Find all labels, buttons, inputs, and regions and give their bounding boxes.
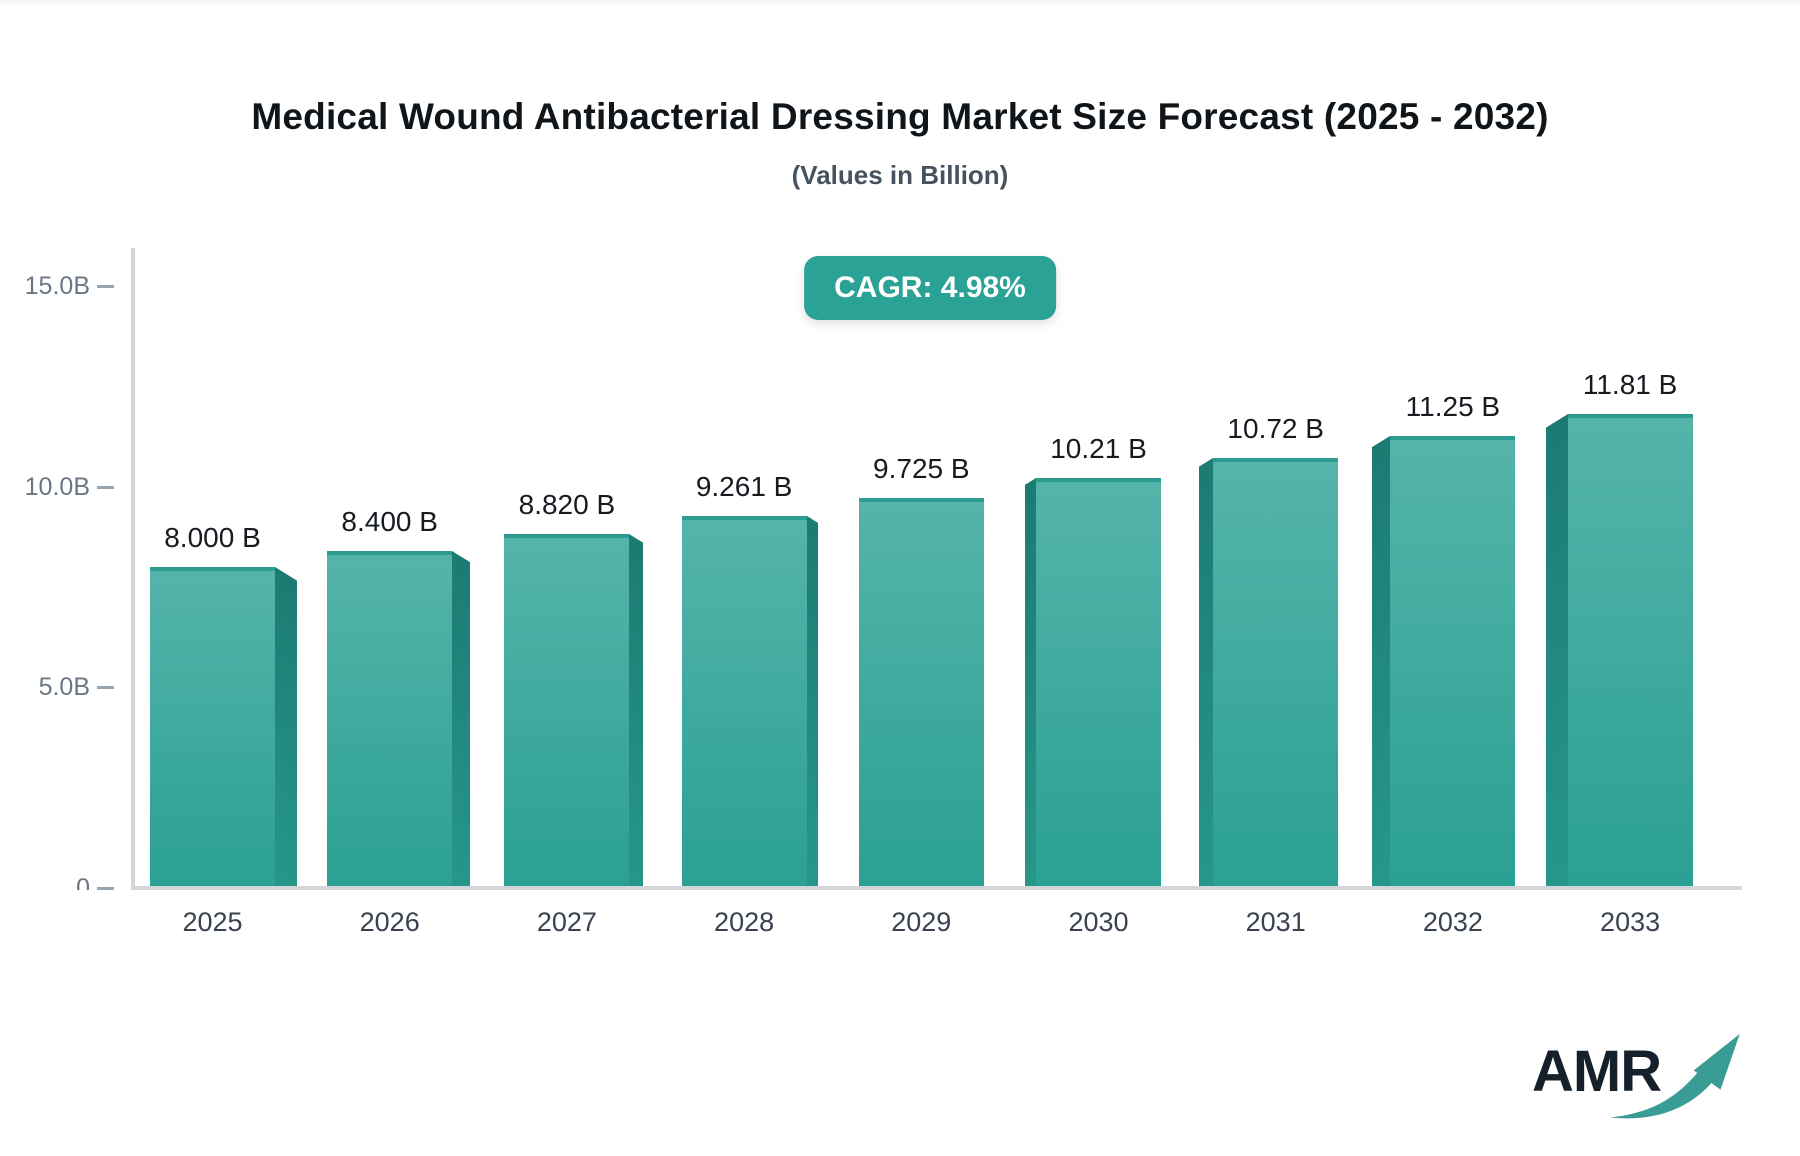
window-top-border — [0, 0, 1800, 4]
y-tick-label-10.0B: 10.0B — [24, 472, 90, 501]
bar-2028 — [681, 516, 807, 888]
y-tick-mark — [97, 284, 114, 288]
bar-side-face-2030 — [1025, 478, 1036, 890]
x-axis-label-2029: 2029 — [891, 907, 952, 937]
bar-2025 — [150, 566, 275, 888]
bar-side-face-2026 — [452, 550, 471, 890]
bar-value-label-2031: 10.72 B — [1227, 412, 1324, 444]
chart-subtitle: (Values in Billion) — [791, 160, 1009, 190]
bar-value-label-2027: 8.820 B — [518, 488, 616, 520]
bar-value-label-2033: 11.81 B — [1582, 368, 1678, 400]
y-tick-mark — [97, 485, 114, 489]
bar-value-label-2032: 11.25 B — [1405, 391, 1501, 423]
x-axis-label-2025: 2025 — [182, 907, 243, 937]
bar-2033 — [1567, 413, 1693, 888]
bar-value-label-2028: 9.261 B — [695, 471, 793, 503]
y-tick-label-0: 0 — [76, 874, 90, 890]
amr-logo-text: AMR — [1532, 1039, 1662, 1104]
bar-side-face-2031 — [1199, 457, 1214, 890]
bar-2030 — [1036, 478, 1161, 888]
bar-value-label-2025: 8.000 B — [164, 521, 261, 553]
bar-value-label-2030: 10.21 B — [1050, 433, 1147, 465]
x-axis-line — [131, 886, 1742, 890]
chart-title: Medical Wound Antibacterial Dressing Mar… — [251, 96, 1549, 137]
x-axis-label-2026: 2026 — [359, 907, 420, 937]
growth-arrow-icon — [1610, 1033, 1740, 1119]
y-tick-label-15.0B: 15.0B — [24, 271, 90, 300]
y-tick-label-5.0B: 5.0B — [38, 673, 90, 702]
x-axis-label-2033: 2033 — [1600, 907, 1661, 937]
bar-side-face-2027 — [629, 533, 644, 890]
x-axis-label-2031: 2031 — [1245, 907, 1306, 937]
bar-side-face-2033 — [1545, 413, 1568, 890]
bar-2032 — [1390, 436, 1516, 888]
bar-value-label-2026: 8.400 B — [341, 505, 438, 537]
x-axis-label-2027: 2027 — [536, 907, 597, 937]
cagr-badge: CAGR: 4.98% — [804, 256, 1056, 320]
bar-2029 — [858, 497, 984, 888]
bar-side-face-2025 — [275, 566, 297, 890]
y-axis-line — [131, 248, 135, 890]
x-axis-label-2028: 2028 — [714, 907, 775, 937]
bar-2027 — [504, 533, 630, 888]
bar-side-face-2028 — [806, 516, 818, 890]
y-tick-mark — [97, 887, 114, 890]
amr-logo: AMR — [1532, 1033, 1772, 1138]
bar-2026 — [327, 550, 453, 888]
bar-value-label-2029: 9.725 B — [873, 452, 970, 484]
bar-side-face-2032 — [1372, 436, 1391, 890]
x-axis-label-2030: 2030 — [1068, 907, 1129, 937]
y-tick-mark — [97, 686, 114, 690]
x-axis-label-2032: 2032 — [1422, 907, 1483, 937]
plot-area: 0 5.0B 10.0B 15.0B 8.000 B 8.400 B 8.820 B 9.26… — [24, 248, 1693, 890]
bar-2031 — [1213, 457, 1339, 888]
